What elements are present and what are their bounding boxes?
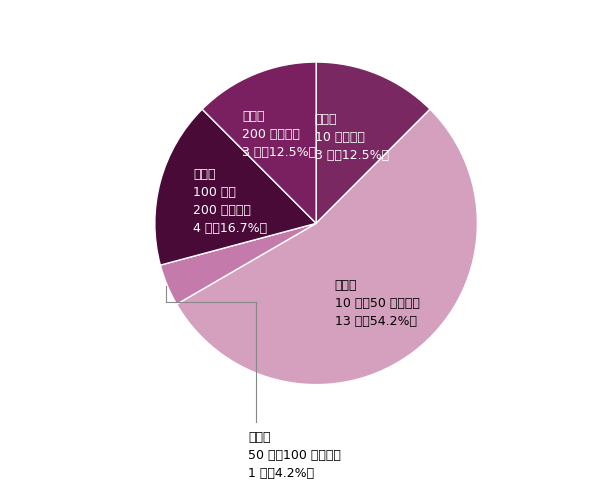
Wedge shape	[176, 110, 478, 385]
Wedge shape	[160, 224, 316, 305]
Wedge shape	[155, 110, 316, 265]
Text: 売上高
100 億～
200 億円未満
4 社（16.7%）: 売上高 100 億～ 200 億円未満 4 社（16.7%）	[193, 167, 268, 234]
Text: 売上高
10 億～50 億円未満
13 社（54.2%）: 売上高 10 億～50 億円未満 13 社（54.2%）	[335, 279, 419, 327]
Text: 売上高
50 億～100 億円未満
1 社（4.2%）: 売上高 50 億～100 億円未満 1 社（4.2%）	[248, 430, 341, 479]
Text: 売上高
200 億円以上
3 社（12.5%）: 売上高 200 億円以上 3 社（12.5%）	[242, 110, 316, 159]
Text: 売上高
10 億円未満
3 社（12.5%）: 売上高 10 億円未満 3 社（12.5%）	[315, 113, 389, 162]
Wedge shape	[316, 63, 430, 224]
Wedge shape	[202, 63, 316, 224]
